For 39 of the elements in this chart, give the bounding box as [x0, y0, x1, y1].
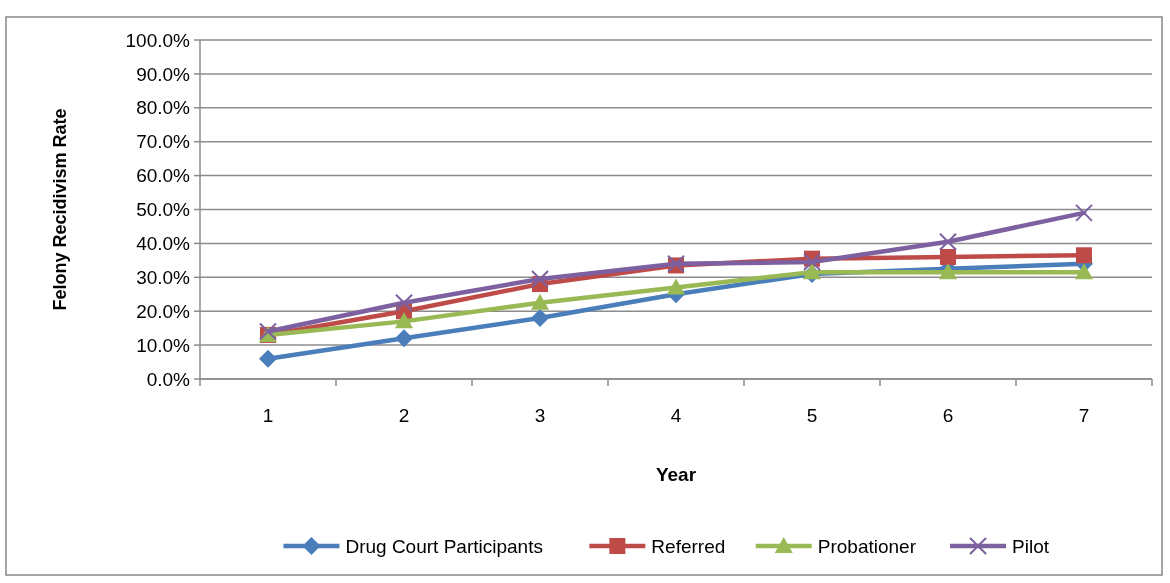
y-axis-title: Felony Recidivism Rate: [50, 108, 70, 311]
point: [259, 349, 277, 368]
legend-label: Pilot: [1012, 535, 1050, 557]
point: [531, 270, 549, 288]
point: [667, 278, 685, 295]
x-tick-label: 4: [670, 405, 682, 426]
point: [531, 293, 549, 310]
legend-label: Probationer: [817, 535, 917, 557]
x-tick-label: 7: [1078, 405, 1090, 426]
point: [1075, 203, 1093, 222]
x-tick-label: 1: [262, 405, 274, 426]
point: [395, 312, 413, 329]
x-tick-label: 6: [942, 405, 954, 426]
legend-label: Referred: [651, 535, 726, 557]
y-tick-label: 60.0%: [136, 165, 191, 187]
y-tick-label: 40.0%: [136, 233, 191, 255]
y-tick-label: 70.0%: [136, 131, 191, 153]
point: [395, 293, 413, 312]
y-tick-label: 10.0%: [136, 334, 191, 356]
x-tick-label: 3: [534, 405, 546, 426]
y-tick-label: 50.0%: [136, 199, 191, 221]
y-tick-label: 0.0%: [146, 368, 191, 390]
y-tick-label: 30.0%: [136, 266, 191, 288]
y-tick-label: 20.0%: [136, 300, 191, 322]
y-tick-label: 100.0%: [125, 29, 191, 51]
legend-label: Drug Court Participants: [345, 535, 543, 557]
point: [939, 263, 957, 280]
point: [940, 248, 956, 265]
point: [1075, 263, 1093, 280]
x-axis-title: Year: [655, 464, 697, 485]
point: [1076, 247, 1092, 264]
point: [531, 308, 549, 327]
y-tick-label: 80.0%: [136, 97, 191, 119]
y-tick-label: 90.0%: [136, 63, 191, 85]
point: [395, 329, 413, 348]
point: [939, 232, 957, 251]
point: [803, 253, 821, 272]
x-tick-label: 2: [398, 405, 410, 426]
x-tick-label: 5: [806, 405, 818, 426]
